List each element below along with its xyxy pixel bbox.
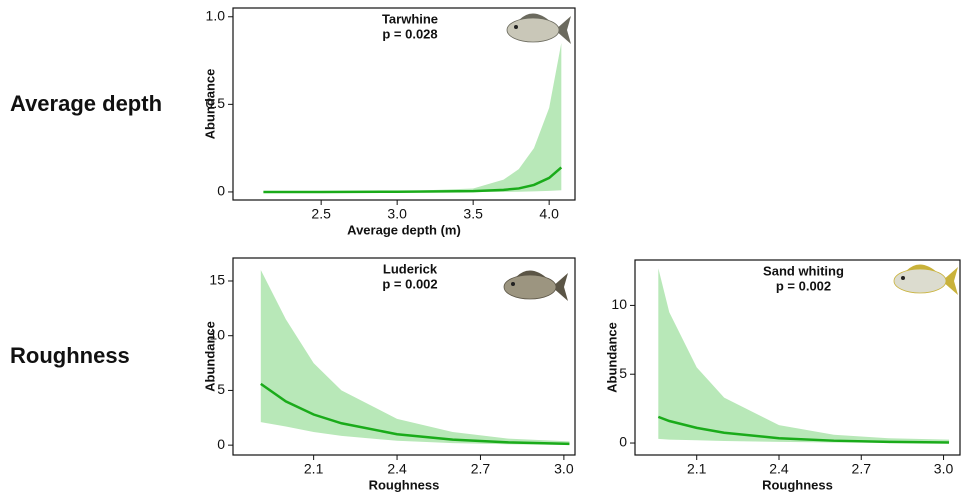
p-value: p = 0.002 [776,278,831,293]
fish-body [506,17,560,43]
y-tick-label: 15 [209,272,225,288]
axes-frame [232,257,576,456]
x-axis-label: Roughness [369,477,440,492]
confidence-band [260,270,570,445]
p-value: p = 0.028 [382,26,437,41]
x-tick-label: 2.4 [769,461,789,477]
x-tick-label: 2.7 [852,461,872,477]
fish-tail [942,267,958,295]
x-tick-label: 3.5 [463,206,483,222]
x-tick-label: 2.7 [471,461,491,477]
p-value: p = 0.002 [382,276,437,291]
fish-tail [552,273,568,301]
x-tick-label: 3.0 [934,461,954,477]
y-axis-label: Abundance [202,69,217,140]
y-tick-label: 5 [619,365,627,381]
row-label: Roughness [10,343,130,368]
confidence-band [658,268,950,443]
x-axis-label: Average depth (m) [347,222,461,237]
axes-frame [634,259,961,456]
fish-icon [503,270,568,301]
confidence-band [263,43,562,192]
y-tick-label: 0 [217,183,225,199]
fit-line [260,382,570,446]
x-tick-label: 2.1 [687,461,707,477]
fit-line [657,415,950,444]
y-tick-label: 0 [217,436,225,452]
y-tick-label: 10 [611,296,627,312]
x-tick-label: 3.0 [387,206,407,222]
panel-title: Luderick [383,261,438,276]
fit-line [263,166,563,194]
x-axis-label: Roughness [762,477,833,492]
x-tick-label: 2.5 [311,206,331,222]
fish-body [503,274,557,300]
fish-tail [555,16,571,44]
y-tick-label: 0 [619,434,627,450]
y-tick-label: 5 [217,381,225,397]
y-tick-label: 1.0 [206,7,226,23]
panel-title: Sand whiting [763,263,844,278]
fish-body [893,268,947,294]
x-tick-label: 4.0 [539,206,559,222]
y-axis-label: Abundance [202,321,217,392]
panel-title: Tarwhine [382,11,438,26]
fish-eye [511,282,515,286]
fish-eye [901,276,905,280]
row-label: Average depth [10,91,162,116]
x-tick-label: 2.1 [304,461,324,477]
y-tick-label: 10 [209,326,225,342]
x-tick-label: 3.0 [554,461,574,477]
x-tick-label: 2.4 [387,461,407,477]
fish-icon [506,13,571,44]
fish-eye [514,25,518,29]
fish-icon [893,264,958,295]
y-axis-label: Abundance [604,322,619,393]
y-tick-label: 0.5 [206,95,226,111]
